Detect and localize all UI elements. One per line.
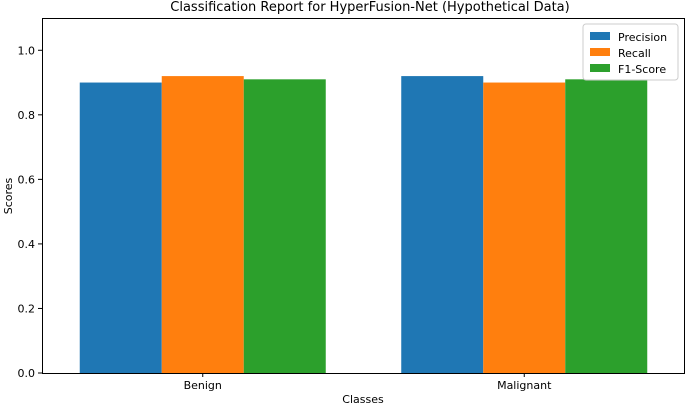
legend-label: F1-Score bbox=[618, 63, 666, 76]
y-tick-label: 1.0 bbox=[18, 44, 36, 57]
y-tick-label: 0.0 bbox=[18, 367, 36, 380]
bar-recall-malignant bbox=[483, 82, 566, 373]
bar-f1-score-malignant bbox=[565, 79, 648, 374]
y-tick-label: 0.2 bbox=[18, 302, 36, 315]
legend-swatch bbox=[590, 48, 610, 56]
legend-label: Recall bbox=[618, 47, 651, 60]
legend-swatch bbox=[590, 32, 610, 40]
bars-group bbox=[79, 76, 648, 374]
legend-swatch bbox=[590, 64, 610, 72]
bar-f1-score-benign bbox=[243, 79, 326, 374]
bar-precision-malignant bbox=[401, 76, 484, 373]
chart-title: Classification Report for HyperFusion-Ne… bbox=[170, 0, 569, 15]
bar-precision-benign bbox=[79, 82, 162, 373]
legend: Precision Recall F1-Score bbox=[582, 23, 679, 81]
y-tick-label: 0.6 bbox=[18, 173, 36, 186]
y-tick-label: 0.8 bbox=[18, 109, 36, 122]
bar-recall-benign bbox=[161, 76, 244, 373]
x-tick-label: Malignant bbox=[497, 379, 552, 392]
legend-label: Precision bbox=[618, 31, 667, 44]
x-axis-label: Classes bbox=[342, 393, 384, 406]
y-axis-label: Scores bbox=[2, 177, 15, 214]
x-tick-label: Benign bbox=[184, 379, 222, 392]
y-tick-label: 0.4 bbox=[18, 238, 36, 251]
